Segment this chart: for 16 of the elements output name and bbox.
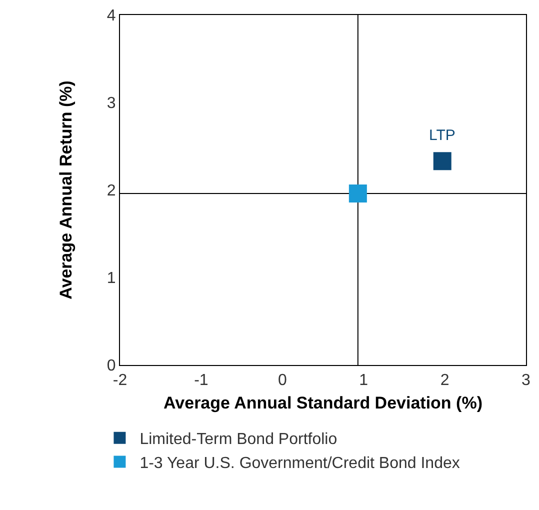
- x-tick-label: 0: [278, 372, 287, 390]
- y-tick-label: 0: [106, 358, 116, 375]
- x-tick-label: -2: [112, 372, 128, 390]
- y-tick-label: 4: [106, 8, 116, 25]
- legend-label: 1-3 Year U.S. Government/Credit Bond Index: [140, 454, 460, 472]
- x-tick-label: -1: [194, 372, 208, 390]
- y-tick-label: 2: [106, 182, 116, 200]
- y-axis-title: Average Annual Return (%): [56, 80, 76, 300]
- x-axis-title: Average Annual Standard Deviation (%): [164, 394, 482, 413]
- legend-label: Limited-Term Bond Portfolio: [140, 431, 338, 448]
- y-tick-label: 1: [106, 270, 116, 288]
- x-tick-label: 2: [440, 372, 450, 390]
- y-tick-label: 3: [106, 95, 116, 112]
- annotation: LTP: [429, 127, 456, 144]
- x-tick-label: 3: [522, 372, 531, 390]
- x-tick-label: 1: [359, 372, 368, 390]
